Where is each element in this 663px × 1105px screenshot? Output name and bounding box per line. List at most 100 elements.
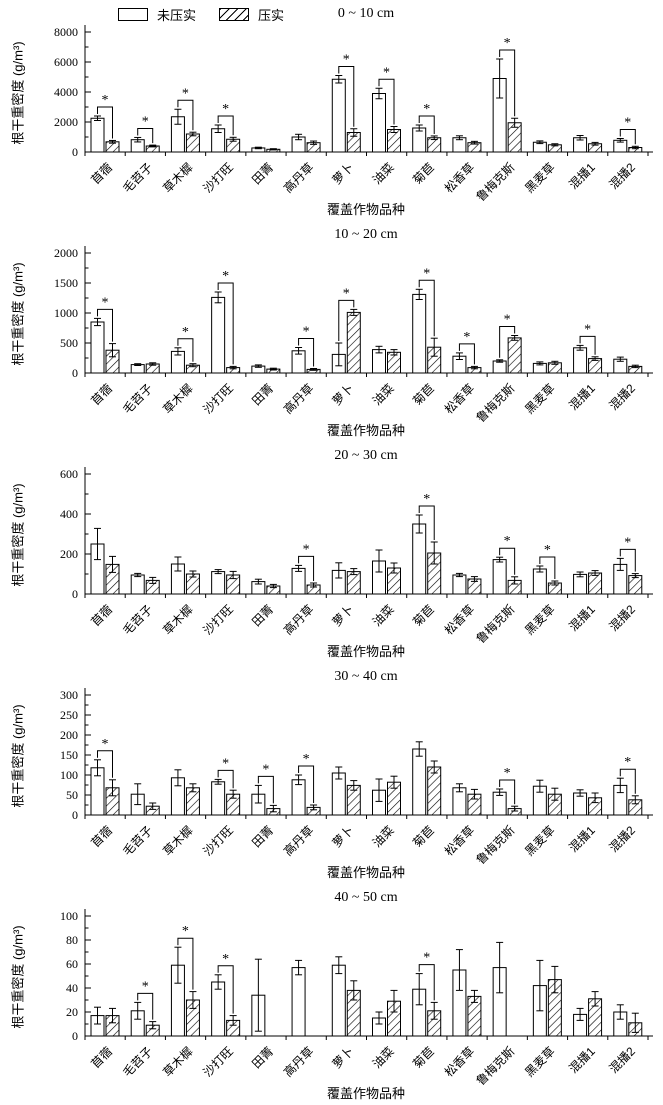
x-tick-label: 菊苣 [410, 160, 437, 187]
significance-marker: * [423, 951, 430, 966]
x-tick-label: 混播2 [606, 1044, 638, 1076]
x-tick-label: 萝卜 [330, 160, 357, 187]
x-tick-label: 菊苣 [410, 381, 437, 408]
significance-bracket [418, 279, 435, 337]
x-tick-label: 鲁梅克斯 [473, 381, 518, 426]
significance-marker: * [343, 286, 350, 301]
legend-label-uncompacted: 未压实 [157, 8, 197, 23]
bar-uncompacted-9 [412, 127, 427, 153]
bar-uncompacted-8 [372, 93, 386, 153]
significance-bracket [97, 750, 113, 778]
bar-uncompacted-4 [211, 981, 226, 1037]
significance-bracket [217, 769, 234, 789]
x-tick-label: 鲁梅克斯 [473, 602, 518, 647]
bar-compacted-3 [185, 133, 200, 153]
significance-bracket [177, 338, 194, 362]
x-tick-label: 毛苕子 [120, 823, 155, 858]
bar-uncompacted-1 [90, 117, 105, 153]
x-tick-label: 高丹草 [280, 381, 316, 417]
y-tick-label: 60 [66, 957, 78, 971]
y-tick-label: 4000 [54, 85, 78, 99]
y-tick-label: 600 [60, 467, 78, 481]
significance-bracket [458, 343, 475, 365]
bar-uncompacted-12 [532, 568, 547, 595]
significance-marker: * [423, 102, 430, 117]
x-tick-label: 高丹草 [280, 602, 316, 638]
y-axis-label: 根干重密度 (g/m³) [10, 704, 26, 808]
significance-marker: * [624, 535, 631, 550]
significance-marker: * [102, 737, 109, 752]
significance-bracket [257, 775, 274, 804]
chart-panel-30-40cm: 30 ~ 40 cm 根干重密度 (g/m³) 0 50 100 150 200 250 3… [0, 663, 663, 884]
significance-marker: * [222, 102, 229, 117]
significance-marker: * [504, 313, 511, 328]
bar-uncompacted-6 [291, 567, 306, 595]
plot-area-40-50cm: 0 20 40 60 80 100 苜蓿 * 毛苕子 * 草木樨 * 沙打旺 田菁 高丹草 萝卜 油菜 * 菊苣 松香… [60, 909, 653, 1088]
significance-marker: * [463, 330, 470, 345]
y-tick-label: 200 [60, 728, 78, 742]
significance-marker: * [142, 979, 149, 994]
x-tick-label: 草木樨 [160, 823, 195, 858]
x-tick-label: 高丹草 [280, 160, 316, 196]
significance-bracket [338, 299, 355, 341]
x-tick-label: 混播1 [566, 381, 598, 413]
significance-bracket [298, 555, 315, 581]
y-tick-label: 0 [72, 587, 78, 601]
bar-uncompacted-6 [291, 967, 306, 1037]
x-tick-label: 萝卜 [330, 602, 357, 629]
x-tick-label: 毛苕子 [120, 602, 155, 637]
x-tick-label: 油菜 [370, 160, 397, 187]
y-tick-label: 20 [66, 1005, 78, 1019]
significance-marker: * [504, 766, 511, 781]
x-tick-label: 田菁 [249, 160, 276, 187]
y-tick-label: 0 [72, 808, 78, 822]
y-tick-label: 40 [66, 981, 78, 995]
x-tick-label: 混播1 [566, 823, 598, 855]
y-tick-label: 50 [66, 788, 78, 802]
x-tick-label: 沙打旺 [201, 381, 236, 416]
x-tick-label: 草木樨 [160, 381, 195, 416]
y-tick-label: 0 [72, 145, 78, 159]
significance-bracket [378, 78, 395, 125]
x-tick-label: 松香草 [442, 381, 477, 416]
bar-uncompacted-1 [90, 321, 105, 374]
x-tick-label: 沙打旺 [201, 602, 236, 637]
bar-compacted-11 [507, 337, 522, 374]
x-tick-label: 松香草 [442, 823, 477, 858]
x-tick-label: 萝卜 [330, 823, 357, 850]
bar-uncompacted-4 [211, 296, 226, 374]
significance-marker: * [624, 116, 631, 131]
significance-bracket [137, 992, 154, 1020]
y-tick-label: 100 [60, 909, 78, 923]
legend-label-compacted: 压实 [258, 8, 285, 23]
x-tick-label: 油菜 [370, 602, 397, 629]
x-tick-label: 鲁梅克斯 [473, 823, 518, 868]
uncompacted-swatch-icon [118, 8, 148, 21]
significance-bracket [418, 505, 435, 540]
x-tick-label: 草木樨 [160, 160, 195, 195]
x-tick-label: 高丹草 [280, 1044, 316, 1080]
significance-bracket [217, 282, 234, 365]
significance-bracket [298, 765, 315, 803]
significance-marker: * [383, 65, 390, 80]
x-tick-label: 混播2 [606, 160, 638, 192]
x-tick-label: 苜蓿 [88, 823, 115, 850]
significance-bracket [499, 547, 516, 575]
significance-marker: * [303, 542, 310, 557]
y-tick-label: 2000 [54, 115, 78, 129]
bar-uncompacted-10 [452, 574, 467, 595]
x-tick-label: 田菁 [249, 381, 276, 408]
significance-bracket [418, 964, 435, 1001]
x-tick-label: 苜蓿 [88, 602, 115, 629]
x-tick-label: 草木樨 [160, 602, 195, 637]
y-tick-label: 1500 [54, 276, 78, 290]
x-tick-label: 毛苕子 [120, 160, 155, 195]
significance-marker: * [423, 266, 430, 281]
panel-title: 0 ~ 10 cm [337, 6, 395, 21]
x-tick-label: 黑麦草 [522, 381, 557, 416]
x-tick-label: 松香草 [442, 602, 477, 637]
bar-uncompacted-4 [211, 781, 226, 816]
x-tick-label: 混播1 [566, 160, 598, 192]
x-tick-label: 毛苕子 [120, 381, 155, 416]
